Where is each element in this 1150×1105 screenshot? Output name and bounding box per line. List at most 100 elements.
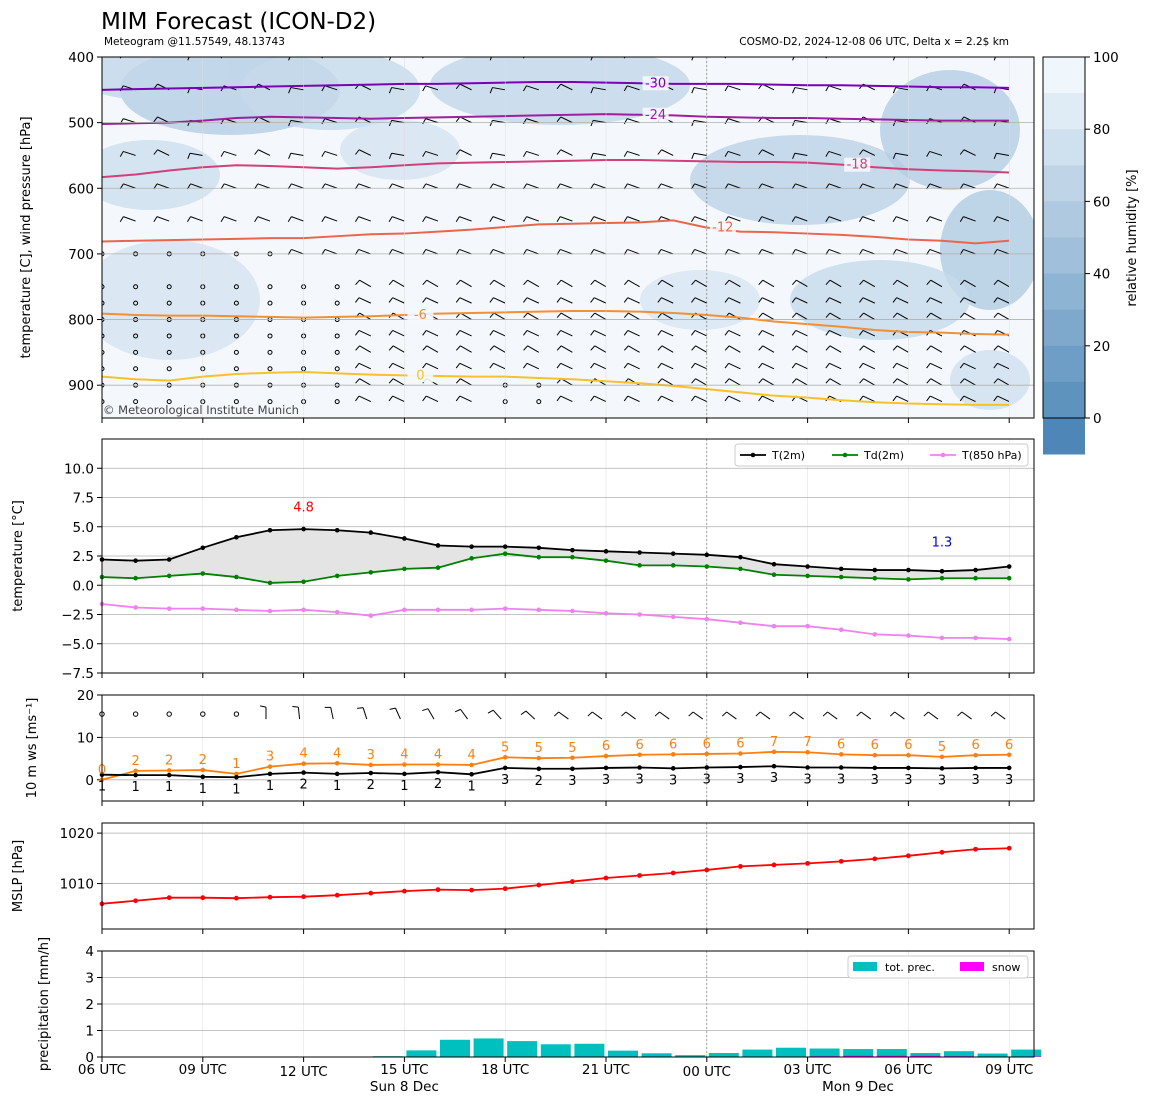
wind-barb-10m-flag	[654, 711, 660, 717]
wind-barb	[661, 378, 674, 386]
wind-barb	[493, 312, 506, 320]
wind-barb	[794, 87, 808, 91]
wind-barb	[324, 150, 338, 156]
wind-barb-flag	[758, 279, 764, 286]
wind-barb-flag	[960, 51, 964, 56]
snow-bar	[910, 1055, 941, 1057]
wind-barb-flag	[455, 216, 460, 223]
wind-barb-flag	[792, 87, 796, 94]
wind-barb	[829, 312, 842, 320]
wind-barb	[896, 395, 909, 403]
wind-barb	[224, 216, 237, 222]
wind-barb-flag	[657, 378, 663, 384]
wind-barb-10m	[961, 711, 972, 720]
wind-barb-flag	[691, 297, 696, 303]
wind-barb	[964, 378, 976, 386]
point-td-2m-	[267, 580, 273, 586]
temperature-frame	[101, 438, 1035, 674]
mean-wind-value-label: 3	[971, 773, 979, 788]
wind-barb	[627, 248, 640, 255]
wind-barb	[728, 345, 741, 353]
wind-barb	[123, 183, 136, 189]
wind-barb-flag	[926, 395, 931, 402]
wind-barb	[627, 330, 640, 337]
wind-barb-flag	[422, 330, 427, 336]
wind-barb-flag	[388, 57, 392, 61]
calm-wind-marker	[133, 284, 139, 290]
wind-barb-flag	[691, 153, 695, 159]
wind-barb-flag	[791, 279, 797, 286]
wind-barb	[930, 395, 943, 403]
wind-barb-flag	[859, 395, 864, 402]
wind-barb-flag	[758, 330, 763, 336]
gust-value-label: 5	[535, 741, 543, 756]
wind-barb-flag	[556, 216, 561, 223]
wind-barb-flag	[87, 153, 89, 159]
point-t-850-hpa-	[133, 605, 138, 610]
wind-barb	[963, 395, 976, 403]
wind-barb	[762, 345, 775, 353]
wind-barb-flag	[355, 149, 360, 155]
wind-barb	[358, 297, 372, 304]
wind-barb-flag	[959, 149, 965, 155]
point-td-2m-	[334, 573, 340, 579]
precipitation-bar	[540, 1044, 571, 1057]
point-t-2m-	[368, 530, 374, 535]
wind-barb-10m-flag	[621, 711, 627, 717]
wind-barb-flag	[791, 362, 797, 369]
wind-barb	[392, 362, 405, 370]
wind-barb-flag	[288, 57, 291, 61]
wind-barb	[863, 378, 876, 386]
wind-barb-flag	[926, 297, 931, 303]
wind-barb-flag	[523, 297, 528, 303]
mean-wind-value-label: 1	[266, 779, 274, 794]
wind-barb	[964, 312, 976, 320]
point-t-2m-	[402, 536, 407, 541]
wind-barb-flag	[993, 395, 998, 402]
wind-barb	[828, 85, 842, 91]
snow-bar	[876, 1055, 907, 1057]
wind-barb	[996, 152, 1010, 156]
precipitation-bar	[574, 1043, 605, 1057]
point-t-850-hpa-	[670, 614, 676, 620]
wind-barb	[661, 279, 674, 288]
wind-barb	[436, 57, 438, 58]
colorbar-segment	[1043, 418, 1085, 455]
mslp-point	[570, 879, 575, 884]
wind-barb	[795, 297, 808, 304]
wind-barb-flag	[791, 330, 797, 336]
point-td-2m-	[570, 554, 575, 560]
wind-barb	[694, 330, 708, 337]
point-td-2m-	[637, 563, 642, 568]
wind-barb-flag	[455, 362, 461, 369]
wind-barb-flag	[791, 216, 796, 223]
wind-barb	[526, 118, 539, 124]
gust-point	[1006, 752, 1012, 758]
mslp-point	[435, 887, 441, 893]
wind-barb-flag	[220, 216, 225, 223]
gust-point	[402, 762, 407, 767]
colorbar-tick-label: 100	[1093, 50, 1119, 66]
wind-barb-flag	[556, 362, 562, 369]
gust-point	[435, 762, 441, 767]
point-td-2m-	[536, 554, 542, 560]
wind-barb-flag	[422, 362, 427, 369]
mean-wind-value-label: 3	[635, 773, 643, 788]
isotherm-label-bg	[844, 157, 871, 172]
precipitation-ytick-label: 0	[85, 1050, 94, 1066]
mslp-panel: 1010 1020 MSLP [hPa]	[11, 822, 1035, 930]
gust-point	[200, 767, 206, 773]
wind-barb	[123, 216, 136, 222]
wind-barb-flag	[959, 279, 965, 286]
pressure-ytick-label: 700	[68, 247, 94, 263]
mean-wind-point	[334, 771, 340, 777]
wind-barb	[392, 378, 405, 386]
wind-barb-flag	[153, 116, 158, 122]
calm-wind-marker	[166, 284, 172, 290]
mean-wind-point	[939, 766, 945, 771]
wind-barb-flag	[724, 85, 729, 92]
wind-barb-flag	[489, 120, 493, 127]
gust-point	[738, 751, 743, 756]
